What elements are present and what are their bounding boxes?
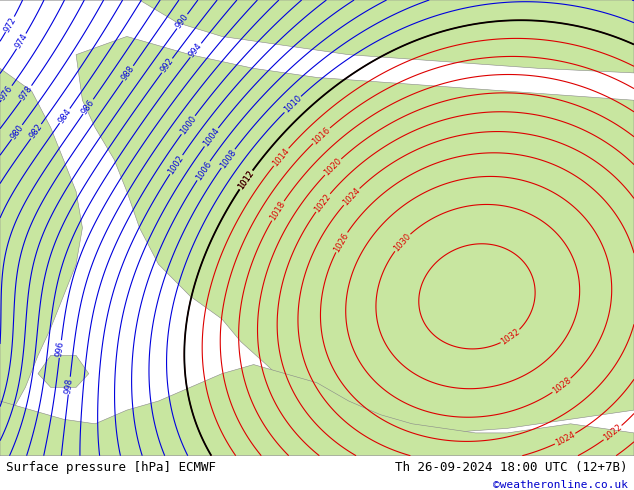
- Text: 1030: 1030: [392, 231, 413, 253]
- Text: 1028: 1028: [551, 375, 573, 395]
- Text: 1024: 1024: [554, 430, 576, 448]
- Text: Th 26-09-2024 18:00 UTC (12+7B): Th 26-09-2024 18:00 UTC (12+7B): [395, 461, 628, 474]
- Text: 1000: 1000: [178, 114, 198, 136]
- Text: 986: 986: [80, 98, 96, 116]
- Text: 998: 998: [64, 377, 75, 394]
- Text: 1022: 1022: [313, 192, 333, 214]
- Text: 1032: 1032: [500, 327, 522, 346]
- Text: 1004: 1004: [202, 126, 221, 148]
- Text: 1018: 1018: [268, 199, 287, 222]
- Text: 1012: 1012: [236, 169, 256, 191]
- Text: 1006: 1006: [194, 159, 213, 182]
- Text: 1012: 1012: [236, 169, 256, 191]
- Text: 996: 996: [55, 341, 66, 357]
- Text: 976: 976: [0, 84, 15, 102]
- Text: 1024: 1024: [341, 186, 362, 207]
- Text: 1026: 1026: [332, 231, 351, 254]
- Text: 992: 992: [158, 56, 176, 74]
- Text: 982: 982: [28, 122, 44, 141]
- Text: 1014: 1014: [271, 146, 291, 168]
- Text: Surface pressure [hPa] ECMWF: Surface pressure [hPa] ECMWF: [6, 461, 216, 474]
- Text: 1002: 1002: [167, 153, 186, 176]
- Text: 1010: 1010: [282, 94, 303, 115]
- Text: 984: 984: [56, 107, 73, 125]
- Text: 972: 972: [2, 15, 18, 33]
- Text: 1022: 1022: [602, 423, 624, 443]
- Text: ©weatheronline.co.uk: ©weatheronline.co.uk: [493, 480, 628, 490]
- Text: 988: 988: [120, 64, 136, 82]
- Text: 990: 990: [174, 12, 190, 30]
- Text: 1008: 1008: [218, 147, 238, 170]
- Text: 980: 980: [9, 123, 25, 141]
- Text: 1016: 1016: [311, 125, 332, 146]
- Text: 1020: 1020: [322, 156, 344, 177]
- Text: 974: 974: [13, 32, 29, 50]
- Text: 978: 978: [18, 84, 35, 102]
- Text: 994: 994: [188, 41, 204, 59]
